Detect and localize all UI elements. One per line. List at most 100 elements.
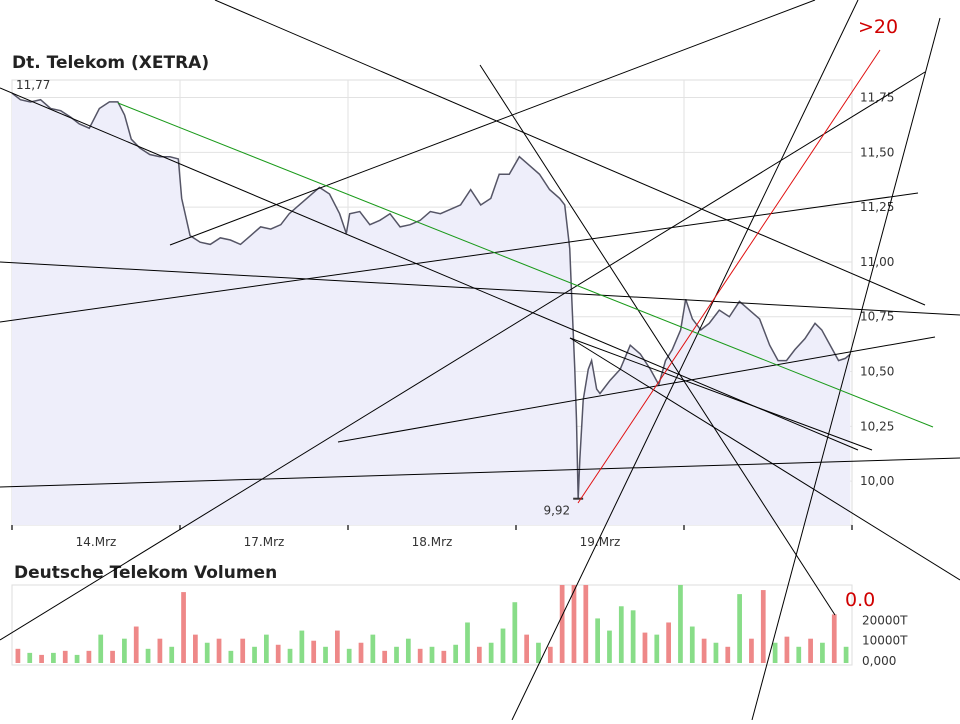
bar — [370, 634, 376, 663]
volume-bars — [15, 585, 849, 663]
bar — [323, 646, 328, 663]
bar — [820, 642, 825, 663]
bar — [39, 654, 44, 663]
annotation: 0.0 — [845, 589, 875, 611]
bar — [642, 632, 648, 663]
bar — [346, 648, 352, 663]
bar — [784, 636, 790, 663]
chart-title: Dt. Telekom (XETRA) — [12, 53, 209, 73]
drawn-line — [214, 0, 926, 306]
bar — [760, 590, 766, 663]
bar — [441, 650, 447, 663]
bar — [228, 650, 234, 663]
bar — [334, 630, 340, 663]
price-line — [11, 92, 851, 499]
bar — [133, 626, 139, 663]
bar — [405, 638, 411, 663]
bar — [417, 648, 423, 663]
drawn-line — [479, 64, 836, 616]
x-tick-label: 18.Mrz — [412, 535, 453, 549]
y-tick-label: 10,25 — [860, 419, 894, 433]
y-tick-label: 11,25 — [860, 200, 894, 214]
drawn-line — [511, 0, 859, 721]
drawn-line — [751, 17, 941, 721]
area — [12, 93, 851, 525]
drawn-line — [169, 0, 816, 246]
annotation: >20 — [858, 16, 898, 38]
bar — [51, 652, 56, 663]
x-tick-label: 14.Mrz — [76, 535, 117, 549]
bar — [808, 638, 813, 663]
y-tick-label: 10,50 — [860, 365, 894, 379]
bar — [500, 628, 506, 663]
y-tick-label: 0,000 — [862, 654, 896, 668]
plot-layers: 10,00 10,25 10,50 10,75 11,00 11,25 11,50 11,75… — [11, 78, 908, 668]
y-tick-label: 20000T — [862, 613, 908, 627]
bar — [216, 638, 222, 663]
bar — [122, 638, 127, 663]
y-tick-label: 11,50 — [860, 145, 894, 159]
bar — [27, 652, 33, 663]
bar — [654, 634, 660, 663]
bar — [749, 638, 754, 663]
bar — [630, 610, 636, 663]
bar — [618, 606, 624, 663]
bar — [98, 634, 104, 663]
x-tick-label: 19.Mrz — [580, 535, 621, 549]
y-tick-label: 11,75 — [860, 91, 894, 105]
bar — [843, 646, 849, 663]
bar — [204, 642, 210, 663]
bar — [713, 642, 719, 663]
bar — [607, 630, 612, 663]
bar — [678, 585, 683, 663]
drawn-line — [569, 337, 960, 581]
bar — [583, 585, 589, 663]
bar — [240, 638, 246, 663]
target-line — [577, 49, 881, 504]
volume-title: Deutsche Telekom Volumen — [14, 563, 277, 583]
bar — [394, 646, 399, 663]
bar — [666, 622, 671, 663]
bar — [772, 642, 778, 663]
trend-line — [117, 102, 934, 428]
bar — [145, 648, 151, 663]
drawn-line — [0, 87, 859, 451]
bar — [429, 646, 435, 663]
y-tick-label: 11,00 — [860, 255, 894, 269]
drawn-line — [0, 261, 960, 316]
bar — [311, 640, 317, 663]
bar — [74, 654, 80, 663]
bar — [524, 634, 530, 663]
bar — [181, 592, 186, 663]
bar — [725, 646, 731, 663]
bar — [512, 602, 518, 663]
bar — [86, 650, 92, 663]
bar — [559, 585, 565, 663]
bar — [595, 618, 600, 663]
min-label: 9,92 — [543, 504, 570, 518]
bar — [701, 638, 707, 663]
bar — [264, 634, 269, 663]
drawn-line — [0, 457, 960, 488]
bar — [287, 648, 293, 663]
drawn-line — [569, 337, 873, 451]
bar — [571, 585, 577, 663]
drawn-line — [0, 71, 926, 641]
bar — [453, 644, 459, 663]
bar — [193, 634, 198, 663]
bar — [689, 626, 695, 663]
bar — [169, 646, 175, 663]
max-label: 11,77 — [16, 78, 50, 92]
x-tick-label: 17.Mrz — [244, 535, 285, 549]
bar — [62, 650, 68, 663]
drawn-line — [337, 336, 936, 443]
bar — [737, 594, 742, 663]
bar — [547, 646, 553, 663]
bar — [476, 646, 482, 663]
bar — [831, 614, 837, 663]
bar — [465, 622, 470, 663]
bar — [157, 638, 163, 663]
bar — [536, 642, 541, 663]
